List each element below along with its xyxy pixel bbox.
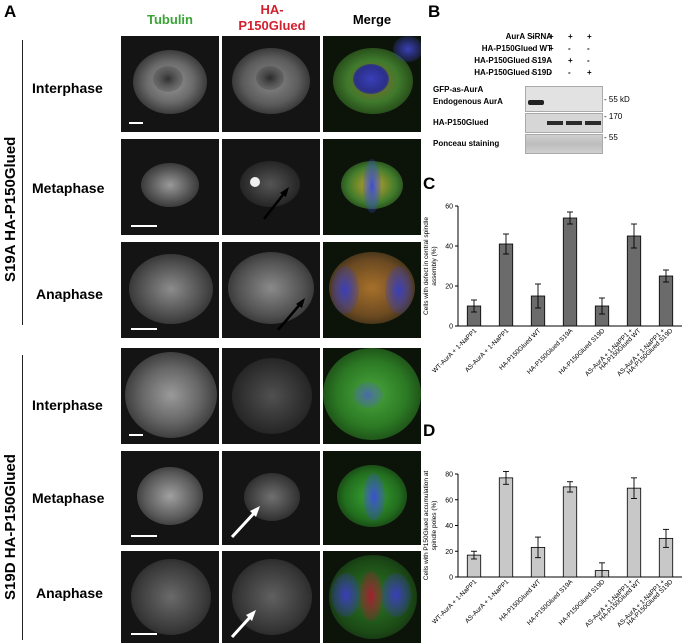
bar (626, 235, 642, 327)
row-label-anaphase-2: Anaphase (36, 585, 103, 601)
blot-mark: - (531, 68, 534, 77)
arrow-icon (263, 187, 289, 220)
y-axis-label: Cells with defect in central spindle (423, 217, 430, 315)
mw-55-ponceau: - 55 (604, 133, 618, 142)
condition-label: HA-P150Glued S19A (474, 56, 552, 65)
blot-label-endogenous: Endogenous AurA (433, 97, 503, 106)
blot-mark: - (568, 44, 571, 53)
panel-b-letter: B (428, 2, 441, 21)
row-label-metaphase-1: Metaphase (32, 180, 105, 196)
blot-mark: - (531, 44, 534, 53)
condition-label: HA-P150Glued S19D (474, 68, 552, 77)
blot-conditions: AurA SiRNA HA-P150Glued WT HA-P150Glued … (430, 32, 686, 82)
blot-mark: - (568, 68, 571, 77)
group2-divider (22, 355, 23, 640)
y-axis-label: spindle poles (%) (431, 501, 438, 551)
bar (498, 477, 514, 578)
blot-mark: - (549, 56, 552, 65)
group1-divider (22, 40, 23, 325)
micrograph-s19d-anaphase-merge (323, 551, 421, 643)
micrograph-s19a-anaphase-tubulin (121, 242, 219, 338)
col-head-merge: Merge (352, 12, 392, 27)
blot-label-ponceau: Ponceau staining (433, 139, 500, 148)
col-head-tubulin: Tubulin (147, 12, 193, 27)
arrow-icon (230, 506, 260, 539)
chart-c: 0 20 40 60 Cells with defect in central spin… (423, 204, 682, 378)
micrograph-s19a-metaphase-merge (323, 139, 421, 235)
y-axis-label: Cells with P150Glued accumulation at (423, 471, 430, 581)
row-label-interphase-2: Interphase (32, 397, 103, 413)
condition-label: HA-P150Glued WT (481, 44, 552, 53)
arrow-icon (230, 610, 256, 639)
bar (562, 217, 578, 327)
y-tick-label: 40 (445, 523, 453, 530)
micrograph-s19d-metaphase-merge (323, 451, 421, 545)
y-axis-label: assembly (%) (431, 246, 438, 285)
micrograph-s19a-interphase-ha (222, 36, 320, 132)
col-head-ha: HA- P150Glued (238, 2, 306, 33)
y-tick-label: 60 (445, 497, 453, 504)
group2-label: S19D HA-P150Glued (2, 454, 19, 600)
blot-mark: + (587, 68, 592, 77)
micrograph-s19d-metaphase-tubulin (121, 451, 219, 545)
row-label-anaphase-1: Anaphase (36, 286, 103, 302)
blot-mark: + (568, 32, 573, 41)
blot-label-gfp: GFP-as-AurA (433, 85, 484, 94)
mw-55: - 55 kD (604, 95, 630, 104)
micrograph-s19d-anaphase-tubulin (121, 551, 219, 643)
arrow-icon (277, 298, 305, 331)
bar (658, 275, 674, 327)
condition-label: AurA SiRNA (505, 32, 552, 41)
micrograph-s19a-interphase-merge (323, 36, 421, 132)
chart-d: 0 20 40 60 80 Cells with P150Glued accumulati… (423, 471, 682, 629)
y-tick-label: 20 (445, 284, 453, 291)
blot-mark: + (568, 56, 573, 65)
blot-label-ha: HA-P150Glued (433, 118, 489, 127)
y-tick-label: 60 (445, 204, 453, 211)
micrograph-s19d-anaphase-ha (222, 551, 320, 643)
y-tick-label: 20 (445, 549, 453, 556)
blot-mark: - (531, 56, 534, 65)
micrograph-s19d-metaphase-ha (222, 451, 320, 545)
blot-mark: + (549, 44, 554, 53)
mw-170: - 170 (604, 112, 623, 121)
blot-mark: - (587, 56, 590, 65)
blot-mark: - (549, 68, 552, 77)
row-label-interphase-1: Interphase (32, 80, 103, 96)
y-tick-label: 40 (445, 244, 453, 251)
bar (562, 486, 578, 578)
row-label-metaphase-2: Metaphase (32, 490, 105, 506)
blot-aura (525, 86, 603, 112)
group1-label: S19A HA-P150Glued (2, 136, 19, 282)
micrograph-s19d-interphase-ha (222, 348, 320, 444)
panel-a-letter: A (4, 2, 17, 21)
bar (498, 243, 514, 327)
micrograph-s19a-interphase-tubulin (121, 36, 219, 132)
micrograph-s19a-metaphase-ha (222, 139, 320, 235)
micrograph-s19d-interphase-merge (323, 348, 421, 444)
blot-mark: - (531, 32, 534, 41)
blot-ha (525, 113, 603, 133)
y-tick-label: 80 (445, 472, 453, 479)
blot-mark: - (587, 44, 590, 53)
micrograph-s19a-metaphase-tubulin (121, 139, 219, 235)
micrograph-s19a-anaphase-merge (323, 242, 421, 338)
y-tick-label: 0 (449, 324, 453, 331)
blot-ponceau (525, 134, 603, 154)
micrograph-s19a-anaphase-ha (222, 242, 320, 338)
bar (626, 487, 642, 578)
micrograph-s19d-interphase-tubulin (121, 348, 219, 444)
y-tick-label: 0 (449, 575, 453, 582)
blot-mark: + (549, 32, 554, 41)
blot-mark: + (587, 32, 592, 41)
